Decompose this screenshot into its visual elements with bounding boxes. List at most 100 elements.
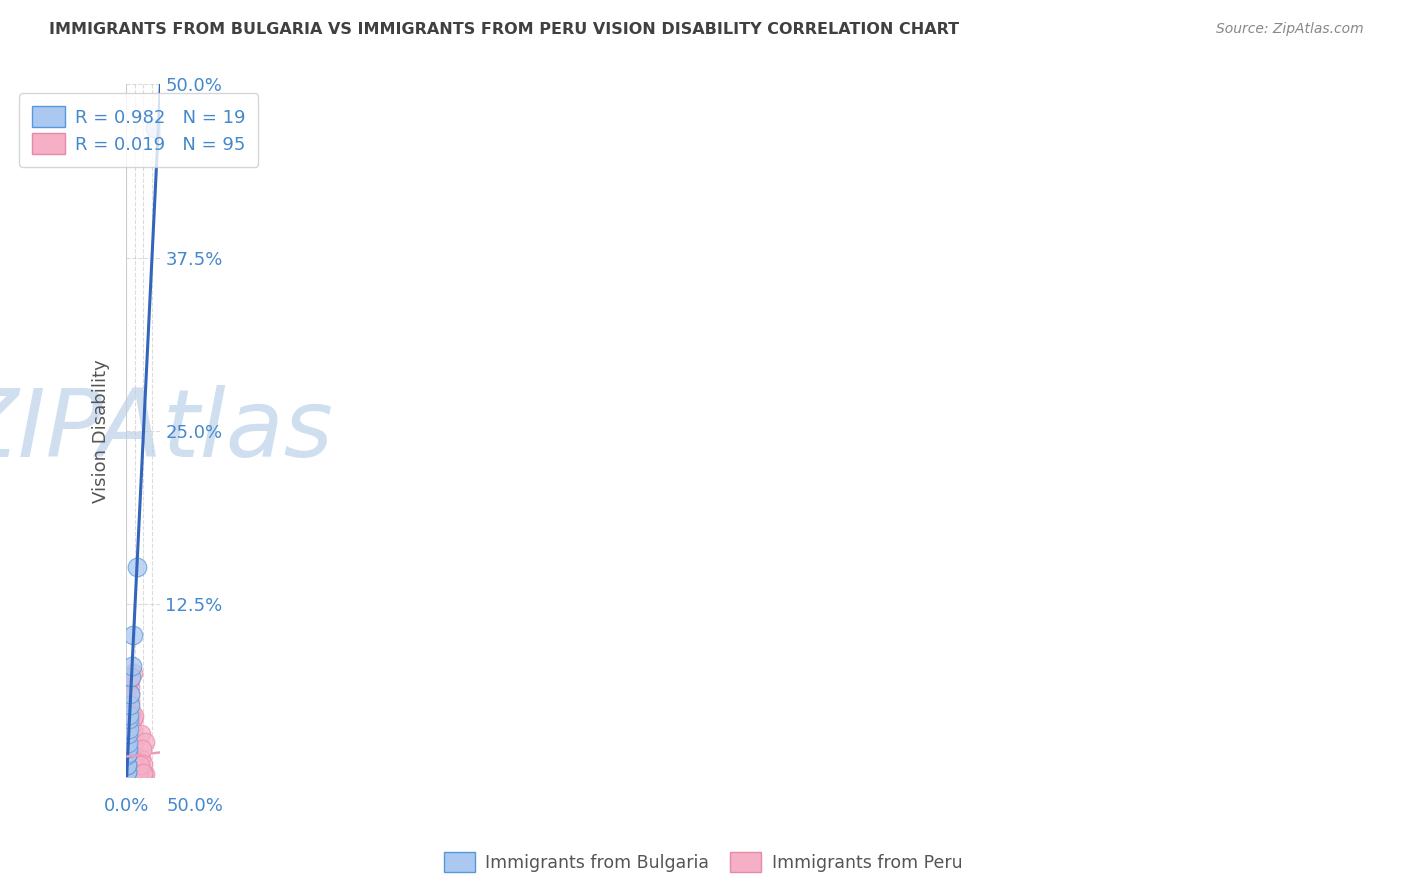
Point — [115, 764, 138, 779]
Point — [117, 731, 139, 745]
Point — [117, 746, 139, 760]
Point — [120, 704, 142, 718]
Point — [131, 742, 153, 756]
Point — [122, 769, 145, 783]
Point — [117, 761, 139, 775]
Point — [115, 764, 138, 778]
Point — [132, 765, 155, 780]
Point — [117, 764, 139, 778]
Point — [115, 766, 138, 780]
Text: ZIPAtlas: ZIPAtlas — [0, 385, 333, 476]
Point — [118, 731, 141, 745]
Point — [129, 751, 152, 765]
Point — [118, 698, 141, 713]
Point — [115, 765, 138, 780]
Point — [117, 698, 139, 713]
Point — [121, 756, 143, 770]
Point — [117, 761, 139, 775]
Point — [125, 762, 148, 776]
Point — [117, 736, 139, 750]
Point — [117, 753, 139, 767]
Point — [121, 751, 143, 765]
Point — [122, 712, 145, 726]
Point — [115, 764, 138, 779]
Point — [118, 713, 141, 727]
Point — [120, 766, 142, 780]
Point — [134, 735, 156, 749]
Point — [115, 733, 138, 747]
Text: 0.0%: 0.0% — [104, 797, 149, 814]
Point — [128, 765, 150, 780]
Y-axis label: Vision Disability: Vision Disability — [93, 359, 110, 503]
Point — [115, 699, 138, 714]
Point — [117, 736, 139, 750]
Text: Source: ZipAtlas.com: Source: ZipAtlas.com — [1216, 22, 1364, 37]
Point — [115, 764, 138, 779]
Point — [122, 627, 145, 641]
Point — [125, 768, 148, 782]
Point — [118, 769, 141, 783]
Point — [125, 559, 148, 574]
Point — [118, 723, 141, 737]
Point — [115, 769, 138, 783]
Point — [122, 666, 145, 681]
Point — [118, 758, 141, 772]
Point — [115, 768, 138, 782]
Point — [115, 768, 138, 782]
Point — [120, 687, 142, 701]
Point — [143, 121, 166, 136]
Point — [132, 768, 155, 782]
Point — [115, 757, 138, 772]
Point — [122, 740, 145, 755]
Point — [121, 724, 143, 739]
Point — [120, 687, 142, 701]
Point — [117, 758, 139, 772]
Point — [115, 758, 138, 772]
Point — [132, 756, 155, 771]
Point — [115, 766, 138, 780]
Point — [118, 758, 141, 772]
Point — [115, 767, 138, 781]
Point — [118, 763, 141, 777]
Point — [115, 766, 138, 780]
Point — [117, 755, 139, 769]
Point — [115, 711, 138, 725]
Point — [115, 732, 138, 747]
Legend: Immigrants from Bulgaria, Immigrants from Peru: Immigrants from Bulgaria, Immigrants fro… — [437, 845, 969, 879]
Point — [115, 742, 138, 756]
Point — [117, 761, 139, 775]
Point — [115, 765, 138, 780]
Legend: R = 0.982   N = 19, R = 0.019   N = 95: R = 0.982 N = 19, R = 0.019 N = 95 — [20, 94, 259, 167]
Point — [120, 680, 142, 694]
Point — [115, 765, 138, 780]
Point — [118, 694, 141, 708]
Point — [124, 709, 146, 723]
Point — [117, 764, 139, 778]
Point — [115, 754, 138, 768]
Point — [115, 754, 138, 768]
Point — [115, 723, 138, 737]
Point — [115, 764, 138, 778]
Point — [115, 757, 138, 772]
Point — [117, 717, 139, 731]
Point — [118, 764, 141, 778]
Point — [115, 743, 138, 757]
Point — [117, 769, 139, 783]
Point — [115, 759, 138, 773]
Point — [115, 757, 138, 772]
Point — [120, 670, 142, 684]
Text: 50.0%: 50.0% — [166, 797, 224, 814]
Point — [118, 708, 141, 723]
Point — [134, 767, 156, 781]
Point — [115, 768, 138, 782]
Point — [131, 727, 153, 741]
Point — [115, 767, 138, 781]
Point — [118, 769, 141, 783]
Point — [115, 764, 138, 779]
Point — [129, 757, 152, 772]
Point — [122, 769, 145, 783]
Point — [117, 743, 139, 757]
Point — [115, 759, 138, 773]
Point — [118, 673, 141, 688]
Point — [117, 747, 139, 762]
